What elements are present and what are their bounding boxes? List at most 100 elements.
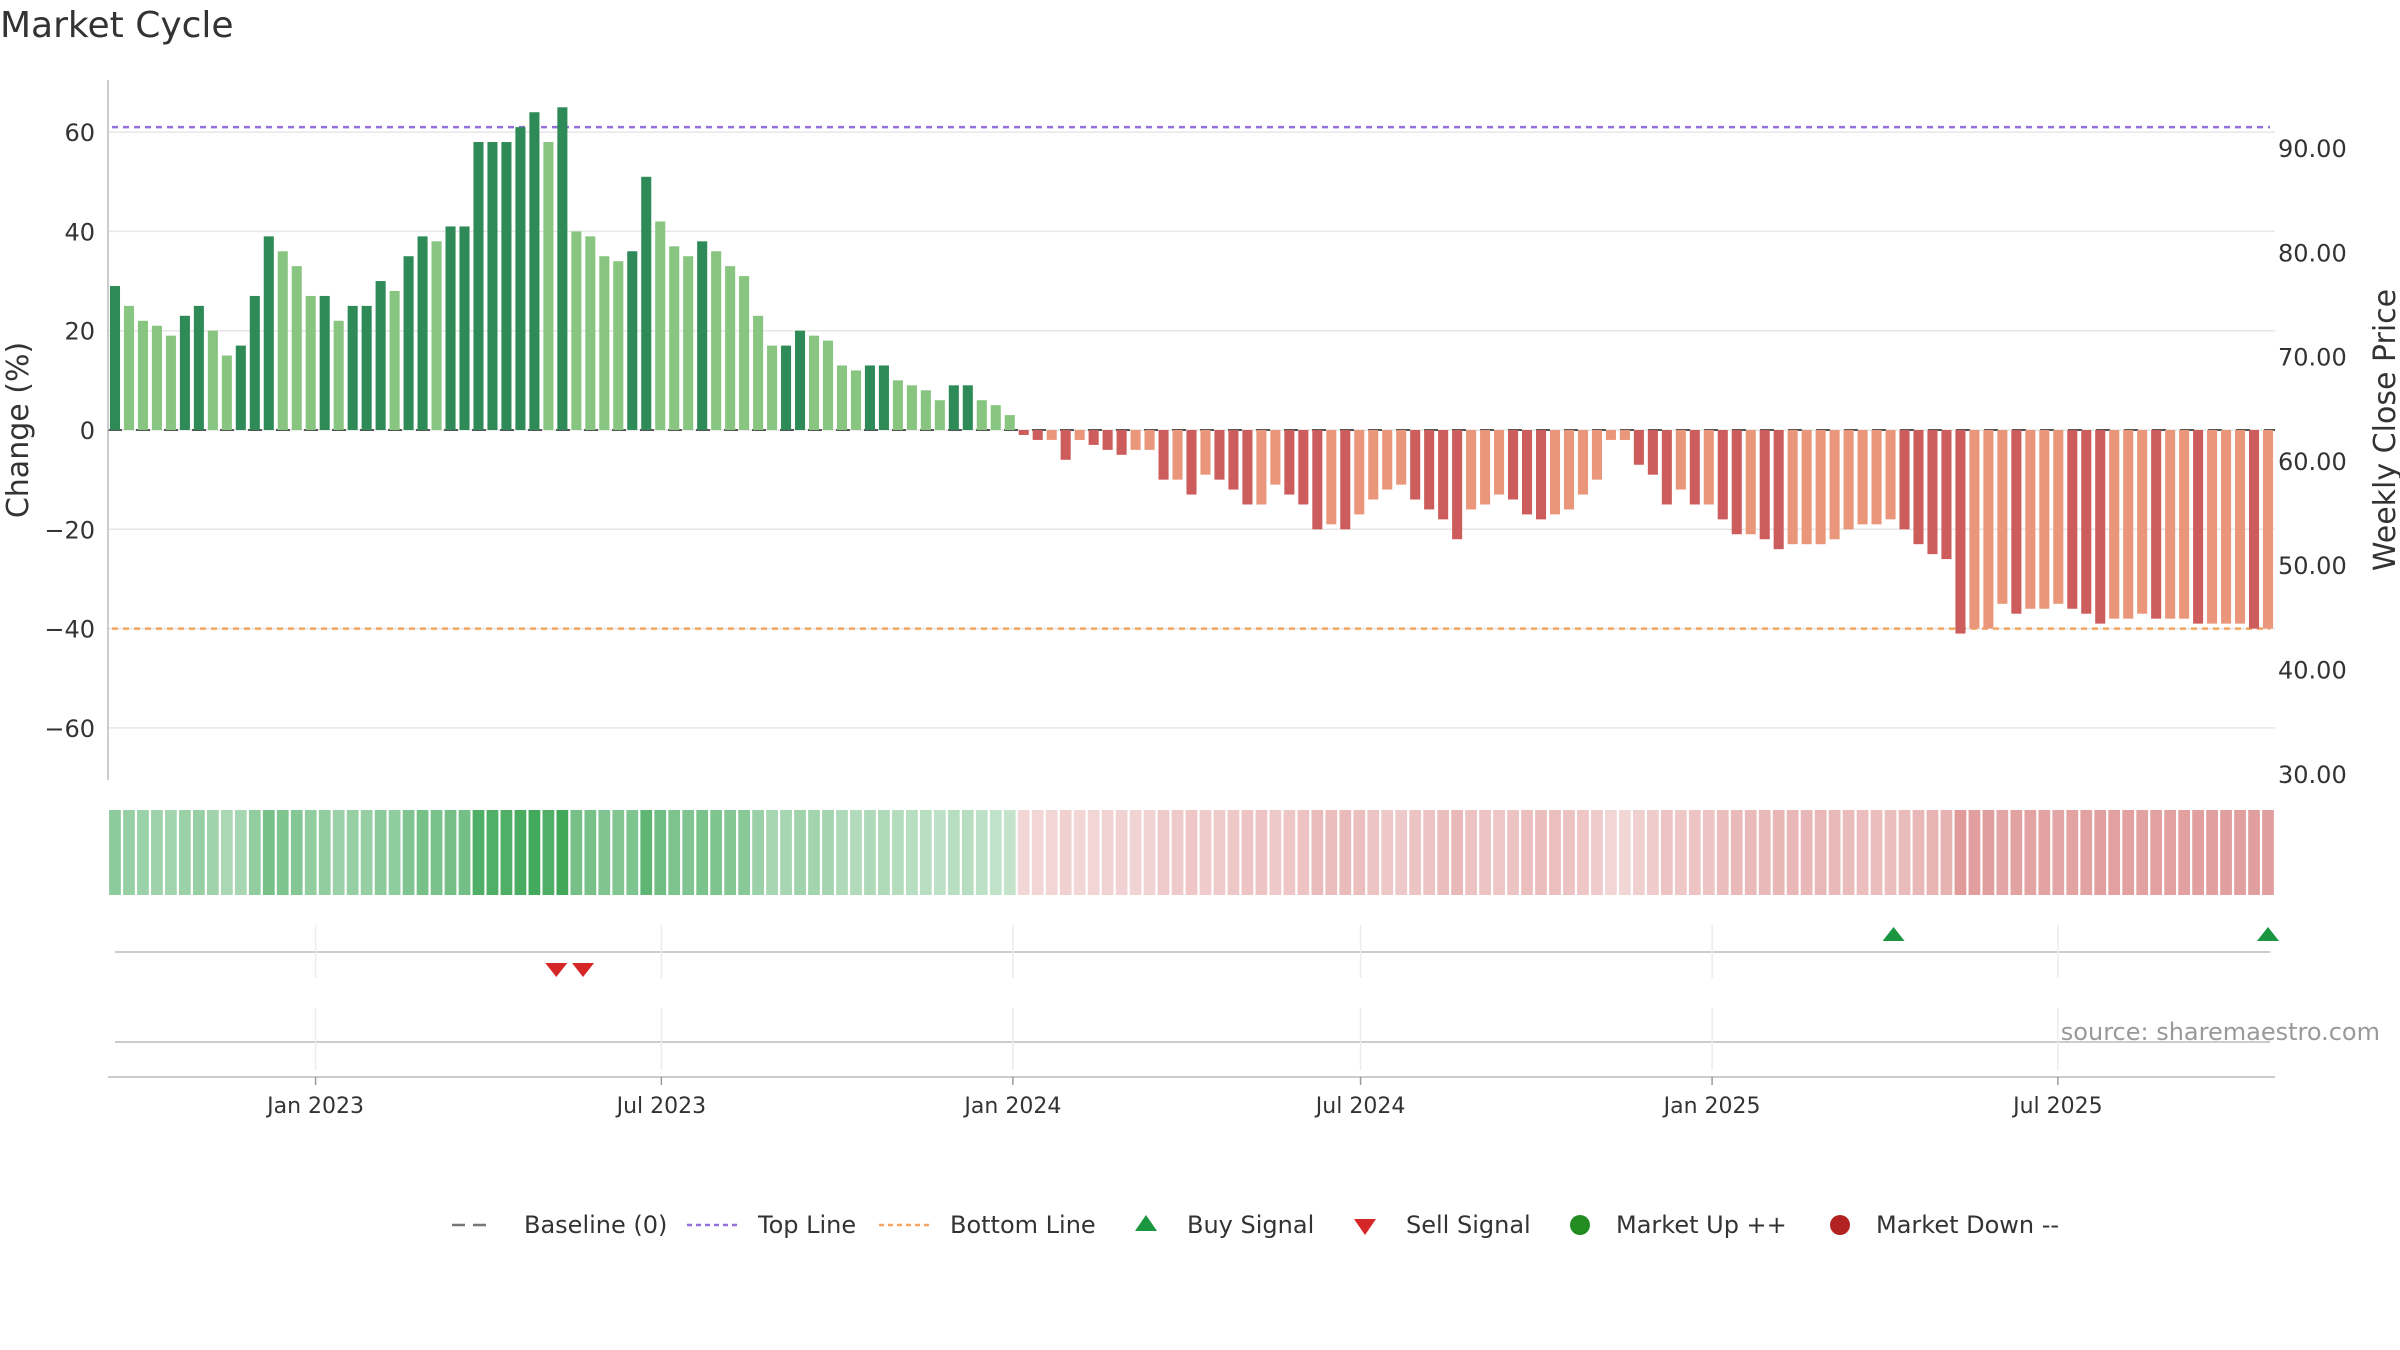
bar (1941, 430, 1952, 560)
bar (1074, 430, 1085, 440)
x-tick-label: Jan 2025 (1662, 1094, 1761, 1119)
heat-cell (1605, 810, 1617, 895)
bar (1871, 430, 1882, 525)
bar (221, 355, 232, 430)
legend-label: Buy Signal (1187, 1211, 1314, 1239)
heat-cell (1591, 810, 1603, 895)
heat-cell (1646, 810, 1659, 895)
bar (1424, 430, 1435, 510)
heat-cell (1772, 810, 1785, 895)
bar (1605, 430, 1616, 440)
heat-cell (2178, 810, 2190, 895)
heat-cell (1633, 810, 1645, 895)
heat-cell (234, 810, 247, 895)
bar (277, 251, 288, 430)
heat-cell (514, 810, 527, 895)
legend-swatch (1830, 1215, 1850, 1235)
bar (1787, 430, 1798, 545)
bar (1242, 430, 1253, 505)
heat-cell (640, 810, 653, 895)
heat-cell (2206, 810, 2218, 895)
bar (1494, 430, 1505, 495)
bar (1228, 430, 1239, 490)
heat-cell (1563, 810, 1575, 895)
heat-cell (836, 810, 848, 895)
bar (1843, 430, 1854, 530)
bar (193, 305, 204, 430)
heat-cell (1017, 810, 1030, 895)
y-tick-label: −60 (44, 715, 95, 743)
bar (403, 256, 414, 430)
heat-cell (1059, 810, 1072, 895)
bars (109, 107, 2274, 634)
bar (1340, 430, 1351, 530)
bar (1032, 430, 1043, 440)
heat-cell (1311, 810, 1324, 895)
bar (1927, 430, 1938, 555)
heat-cell (1437, 810, 1450, 895)
heat-cell (1003, 810, 1016, 895)
buy-signal-marker (2257, 927, 2279, 941)
heat-cell (248, 810, 261, 895)
bar (375, 281, 386, 430)
bar (669, 246, 680, 430)
bar (2095, 430, 2106, 624)
bar (319, 295, 330, 430)
bar (1480, 430, 1491, 505)
heat-cell (584, 810, 597, 895)
bar (2262, 430, 2274, 629)
heat-cell (1549, 810, 1561, 895)
y-tick-label: 40 (64, 218, 95, 246)
y2-tick-label: 70.00 (2278, 344, 2347, 372)
heat-cell (1814, 810, 1827, 895)
y2-tick-label: 60.00 (2278, 448, 2347, 476)
heat-cell (1367, 810, 1380, 895)
bar (1200, 430, 1211, 475)
bar (1577, 430, 1588, 495)
heat-cell (1129, 810, 1142, 895)
heat-cell (1702, 810, 1715, 895)
legend-label: Baseline (0) (524, 1211, 667, 1239)
heat-cell (1297, 810, 1310, 895)
heat-cell (1073, 810, 1086, 895)
source-note: source: sharemaestro.com (2061, 1018, 2380, 1046)
heat-cell (2094, 810, 2107, 895)
bar (2193, 430, 2204, 624)
bar (920, 390, 931, 430)
signal-panel (115, 925, 2279, 1070)
heat-cell (528, 810, 541, 895)
heat-cell (276, 810, 289, 895)
bar (2039, 430, 2050, 609)
bar (1997, 430, 2008, 604)
bar (487, 142, 498, 430)
bar (1102, 430, 1113, 450)
bar (781, 345, 792, 430)
bar (962, 385, 973, 430)
heat-cell (2052, 810, 2065, 895)
heat-cell (2234, 810, 2246, 895)
heat-cell (486, 810, 499, 895)
bar (1955, 430, 1966, 634)
bar (347, 305, 358, 430)
heat-cell (1325, 810, 1338, 895)
heat-cell (1115, 810, 1128, 895)
bar (179, 315, 190, 430)
bar (655, 221, 666, 430)
bar (1661, 430, 1672, 505)
heat-cell (1143, 810, 1156, 895)
bar (934, 400, 945, 430)
bar (1563, 430, 1575, 510)
bar (515, 127, 526, 430)
legend-item: Bottom Line (879, 1211, 1096, 1239)
heat-cell (1381, 810, 1394, 895)
heat-cell (388, 810, 401, 895)
bar (1088, 430, 1099, 445)
bar (2137, 430, 2148, 614)
heat-cell (1255, 810, 1268, 895)
legend-item: Sell Signal (1354, 1211, 1531, 1239)
x-tick-label: Jul 2025 (2011, 1094, 2103, 1119)
buy-signal-marker (1882, 927, 1905, 941)
bar (2151, 430, 2162, 619)
heat-cell (416, 810, 429, 895)
heat-cell (2150, 810, 2163, 895)
